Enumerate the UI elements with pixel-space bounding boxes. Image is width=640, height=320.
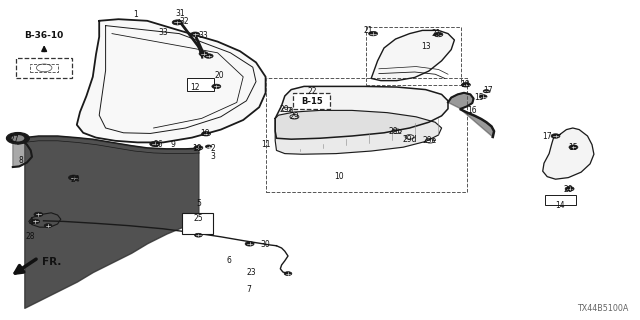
Circle shape — [284, 272, 292, 276]
Bar — [182, 213, 213, 234]
Polygon shape — [461, 109, 494, 137]
Text: 6: 6 — [226, 256, 231, 265]
Text: 19: 19 — [192, 144, 202, 153]
Circle shape — [369, 31, 378, 36]
Bar — [366, 27, 461, 85]
Text: 3: 3 — [210, 152, 215, 161]
Text: 32: 32 — [179, 17, 189, 26]
Text: 12: 12 — [191, 83, 200, 92]
Text: 15: 15 — [474, 93, 484, 102]
Text: 5: 5 — [196, 199, 201, 208]
Circle shape — [12, 135, 24, 141]
Circle shape — [569, 145, 578, 149]
Text: 1: 1 — [133, 10, 138, 19]
Circle shape — [44, 224, 52, 228]
Circle shape — [68, 175, 79, 180]
Polygon shape — [275, 86, 448, 139]
Text: 25: 25 — [193, 214, 204, 223]
Polygon shape — [371, 30, 454, 81]
Polygon shape — [29, 213, 61, 227]
Text: 2: 2 — [210, 144, 215, 153]
Polygon shape — [448, 93, 474, 109]
Circle shape — [194, 146, 203, 150]
Bar — [16, 58, 72, 78]
Text: 26: 26 — [154, 140, 164, 149]
Text: 22: 22 — [308, 87, 317, 96]
Polygon shape — [543, 128, 594, 179]
Text: 4: 4 — [28, 218, 33, 227]
Circle shape — [479, 95, 487, 99]
Text: 21: 21 — [432, 29, 441, 38]
Circle shape — [202, 132, 211, 136]
Text: 29d: 29d — [403, 135, 417, 144]
Text: 14: 14 — [555, 201, 565, 210]
Text: 16: 16 — [467, 106, 477, 115]
Text: B-15: B-15 — [301, 97, 323, 106]
Circle shape — [483, 90, 490, 93]
Text: 7: 7 — [246, 285, 251, 294]
Bar — [30, 64, 58, 72]
Text: 29a: 29a — [280, 105, 294, 114]
Text: 20: 20 — [563, 185, 573, 194]
Text: 8: 8 — [18, 156, 23, 165]
Circle shape — [150, 141, 160, 147]
Text: 33: 33 — [198, 31, 209, 40]
Circle shape — [199, 52, 208, 56]
Circle shape — [205, 145, 212, 148]
Bar — [293, 93, 330, 109]
Text: 18: 18 — [460, 80, 469, 89]
Circle shape — [204, 54, 213, 58]
Circle shape — [551, 134, 560, 138]
Circle shape — [212, 84, 221, 89]
Text: 17: 17 — [483, 86, 493, 95]
Text: B-36-10: B-36-10 — [24, 31, 64, 40]
Text: 29: 29 — [289, 112, 300, 121]
Circle shape — [31, 219, 40, 224]
Circle shape — [191, 32, 200, 36]
Polygon shape — [13, 142, 32, 167]
Text: 28: 28 — [26, 232, 35, 241]
Bar — [187, 78, 214, 91]
Text: 33: 33 — [158, 28, 168, 37]
Text: 10: 10 — [334, 172, 344, 181]
Circle shape — [34, 212, 43, 217]
Text: 21: 21 — [364, 26, 372, 35]
Bar — [266, 78, 467, 192]
Bar — [545, 195, 576, 205]
Text: 29e: 29e — [423, 136, 437, 145]
Circle shape — [461, 83, 470, 87]
Text: 17: 17 — [542, 132, 552, 141]
Text: 15: 15 — [568, 143, 578, 152]
Text: 20: 20 — [214, 71, 224, 80]
Text: 23: 23 — [246, 268, 256, 277]
Text: 9: 9 — [170, 140, 175, 149]
Circle shape — [172, 20, 182, 25]
Text: 27: 27 — [9, 135, 19, 144]
Circle shape — [245, 242, 254, 246]
Text: 30: 30 — [260, 240, 271, 249]
Polygon shape — [275, 110, 442, 154]
Text: 19: 19 — [200, 129, 210, 138]
Text: FR.: FR. — [42, 257, 61, 267]
Text: 13: 13 — [420, 42, 431, 51]
Text: 31: 31 — [175, 9, 186, 18]
Text: TX44B5100A: TX44B5100A — [577, 304, 628, 313]
Text: 11: 11 — [261, 140, 270, 149]
Circle shape — [195, 233, 202, 237]
Text: 29c: 29c — [388, 127, 403, 136]
Circle shape — [434, 32, 443, 37]
Circle shape — [6, 132, 29, 144]
Text: 24: 24 — [70, 175, 81, 184]
Polygon shape — [77, 19, 266, 142]
Circle shape — [565, 187, 574, 191]
